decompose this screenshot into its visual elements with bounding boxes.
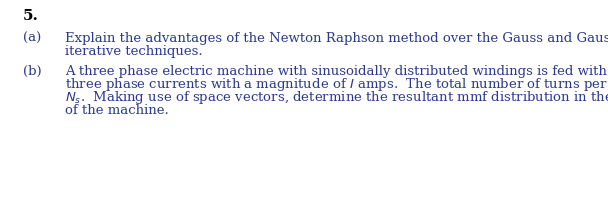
Text: $\mathit{N_s}$.  Making use of space vectors, determine the resultant mmf distri: $\mathit{N_s}$. Making use of space vect… [65,89,608,106]
Text: 5.: 5. [23,9,39,23]
Text: A three phase electric machine with sinusoidally distributed windings is fed wit: A three phase electric machine with sinu… [65,65,608,78]
Text: (b): (b) [23,65,41,78]
Text: iterative techniques.: iterative techniques. [65,45,202,58]
Text: of the machine.: of the machine. [65,104,169,117]
Text: (a): (a) [23,32,41,45]
Text: Explain the advantages of the Newton Raphson method over the Gauss and Gauss-Sei: Explain the advantages of the Newton Rap… [65,32,608,45]
Text: three phase currents with a magnitude of $\mathit{I}$ amps.  The total number of: three phase currents with a magnitude of… [65,76,608,93]
